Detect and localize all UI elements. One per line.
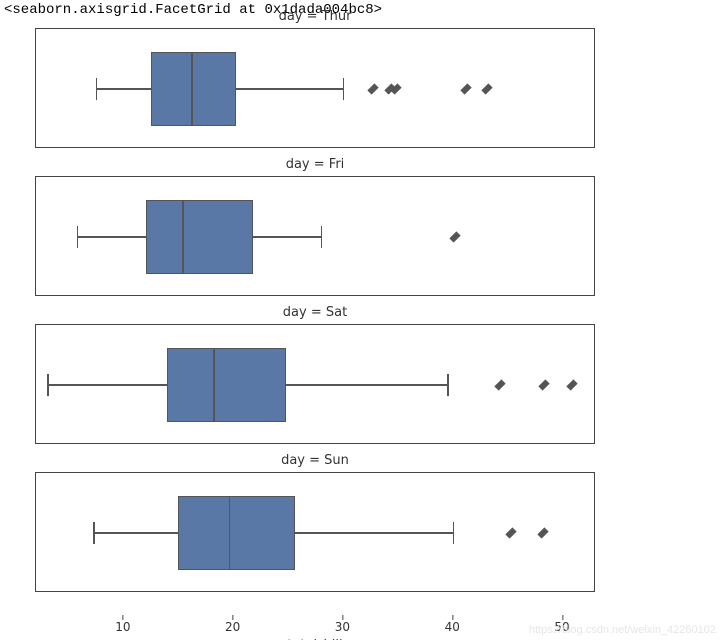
outlier-marker — [495, 379, 506, 390]
boxplot-panel: day = Thur — [35, 28, 595, 148]
outlier-marker — [539, 379, 550, 390]
whisker-high-cap — [343, 78, 345, 100]
whisker-low-cap — [93, 522, 95, 544]
x-tick: 10 — [115, 620, 130, 634]
outlier-marker — [367, 83, 378, 94]
x-tick: 20 — [225, 620, 240, 634]
boxplot-panel: day = Sun — [35, 472, 595, 592]
whisker-low-cap — [96, 78, 98, 100]
tick-label: 10 — [115, 620, 130, 634]
whisker-high-line — [236, 88, 344, 90]
boxplot-panel: day = Sat — [35, 324, 595, 444]
outlier-marker — [482, 83, 493, 94]
box — [151, 52, 236, 126]
box — [178, 496, 295, 570]
whisker-high-cap — [447, 374, 449, 396]
panel-title: day = Thur — [36, 9, 594, 24]
whisker-low-line — [78, 236, 146, 238]
tick-label: 20 — [225, 620, 240, 634]
tick-label: 30 — [335, 620, 350, 634]
boxplot-panel: day = Fri — [35, 176, 595, 296]
whisker-high-cap — [453, 522, 455, 544]
tick-mark — [342, 615, 343, 620]
whisker-high-line — [253, 236, 321, 238]
tick-mark — [452, 615, 453, 620]
median-line — [191, 52, 193, 126]
whisker-low-line — [48, 384, 167, 386]
median-line — [229, 496, 231, 570]
median-line — [182, 200, 184, 274]
outlier-marker — [538, 527, 549, 538]
whisker-low-cap — [47, 374, 49, 396]
tick-label: 40 — [445, 620, 460, 634]
whisker-high-line — [286, 384, 447, 386]
panel-title: day = Sun — [36, 453, 594, 468]
whisker-low-line — [94, 532, 177, 534]
panel-title: day = Sat — [36, 305, 594, 320]
outlier-marker — [506, 527, 517, 538]
median-line — [213, 348, 215, 422]
watermark-text: https://blog.csdn.net/weixin_42260102 — [529, 624, 716, 636]
whisker-high-cap — [321, 226, 323, 248]
outlier-marker — [461, 83, 472, 94]
whisker-low-cap — [77, 226, 79, 248]
outlier-marker — [566, 379, 577, 390]
outlier-marker — [450, 231, 461, 242]
box — [167, 348, 287, 422]
tick-mark — [123, 615, 124, 620]
x-tick: 30 — [335, 620, 350, 634]
facet-grid: day = Thur day = Fri day = Sat day = Sun — [35, 28, 595, 592]
x-tick: 40 — [445, 620, 460, 634]
tick-mark — [233, 615, 234, 620]
panel-title: day = Fri — [36, 157, 594, 172]
whisker-high-line — [295, 532, 453, 534]
box — [146, 200, 254, 274]
tick-mark — [562, 615, 563, 620]
whisker-low-line — [96, 88, 151, 90]
x-axis: 1020304050 total_bill — [35, 620, 595, 640]
